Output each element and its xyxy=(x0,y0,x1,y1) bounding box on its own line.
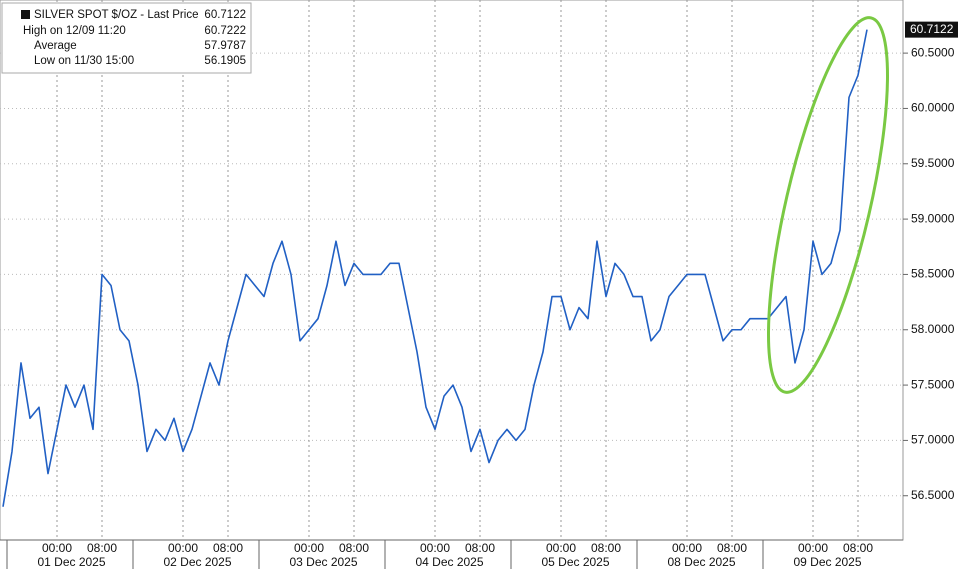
legend-value: 60.7222 xyxy=(204,25,246,37)
legend-label: Average xyxy=(34,40,77,52)
x-tick-label: 08:00 xyxy=(339,541,369,555)
date-label: 01 Dec 2025 xyxy=(37,555,105,569)
plot-area xyxy=(0,0,904,541)
date-label: 02 Dec 2025 xyxy=(163,555,231,569)
y-tick-label: 60.0000 xyxy=(911,101,955,115)
date-label: 08 Dec 2025 xyxy=(667,555,735,569)
x-tick-label: 00:00 xyxy=(798,541,828,555)
legend-value: 57.9787 xyxy=(204,40,246,52)
x-tick-label: 00:00 xyxy=(294,541,324,555)
x-tick-label: 00:00 xyxy=(420,541,450,555)
last-price-label: 60.7122 xyxy=(910,22,954,36)
legend-title: SILVER SPOT $/OZ - Last Price xyxy=(34,9,198,21)
legend-box xyxy=(1,2,252,74)
legend-label: Low on 11/30 15:00 xyxy=(34,55,134,67)
legend-swatch xyxy=(21,10,30,19)
highlight-ellipse xyxy=(767,16,889,394)
plot xyxy=(2,29,868,507)
x-tick-label: 08:00 xyxy=(843,541,873,555)
legend-last-value: 60.7122 xyxy=(204,9,246,21)
date-label: 04 Dec 2025 xyxy=(415,555,483,569)
date-label: 05 Dec 2025 xyxy=(541,555,609,569)
x-tick-label: 08:00 xyxy=(591,541,621,555)
axes: 56.5000 57.0000 57.5000 58.0000 58.5000 59.00… xyxy=(0,21,958,569)
y-tick-label: 58.0000 xyxy=(911,322,955,336)
legend-value: 56.1905 xyxy=(204,55,246,67)
legend: SILVER SPOT $/OZ - Last Price 60.7122 Hi… xyxy=(1,2,252,74)
y-tick-label: 57.5000 xyxy=(911,377,955,391)
date-label: 09 Dec 2025 xyxy=(793,555,861,569)
last-price-tag xyxy=(905,21,958,38)
price-line xyxy=(2,29,868,507)
x-tick-label: 08:00 xyxy=(213,541,243,555)
x-tick-label: 08:00 xyxy=(465,541,495,555)
y-tick-label: 59.5000 xyxy=(911,156,955,170)
x-tick-label: 00:00 xyxy=(42,541,72,555)
y-tick-label: 60.5000 xyxy=(911,45,955,59)
x-tick-label: 00:00 xyxy=(672,541,702,555)
y-tick-label: 59.0000 xyxy=(911,211,955,225)
y-tick-label: 57.0000 xyxy=(911,433,955,447)
legend-label: High on 12/09 11:20 xyxy=(23,25,126,37)
y-tick-label: 58.5000 xyxy=(911,267,955,281)
x-tick-label: 08:00 xyxy=(87,541,117,555)
grid xyxy=(0,0,903,540)
x-tick-label: 00:00 xyxy=(168,541,198,555)
x-tick-label: 08:00 xyxy=(717,541,747,555)
date-label: 03 Dec 2025 xyxy=(289,555,357,569)
x-tick-label: 00:00 xyxy=(546,541,576,555)
y-tick-label: 56.5000 xyxy=(911,488,955,502)
